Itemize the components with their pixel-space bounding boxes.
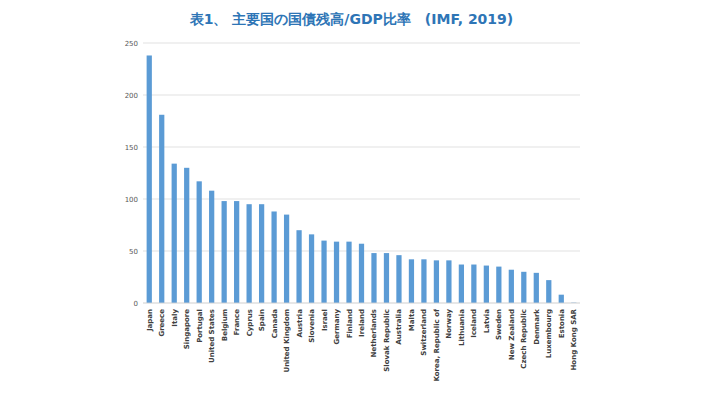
x-tick-label: Hong Kong SAR xyxy=(570,308,578,370)
bar xyxy=(346,242,351,303)
x-tick-label: Singapore xyxy=(183,309,191,349)
x-tick-label: Korea, Republic of xyxy=(433,308,441,381)
bar xyxy=(334,242,339,303)
grid-line xyxy=(143,147,580,148)
x-tick-label: Slovak Republic xyxy=(383,309,391,372)
x-tick-label: Switzerland xyxy=(420,309,428,356)
y-tick-label: 150 xyxy=(125,144,138,152)
y-tick-label: 50 xyxy=(129,248,138,256)
x-tick-label: Estonia xyxy=(558,309,566,338)
x-tick-label: United States xyxy=(208,309,216,363)
bar xyxy=(247,204,252,303)
x-tick-label: Malta xyxy=(408,309,416,331)
bar xyxy=(459,265,464,303)
x-tick-label: Lithuania xyxy=(458,309,466,346)
bar xyxy=(159,115,164,303)
x-tick-label: New Zealand xyxy=(508,309,516,360)
x-tick-label: Belgium xyxy=(221,309,229,341)
bar xyxy=(521,272,526,303)
x-tick-label: Austria xyxy=(296,309,304,338)
grid-line xyxy=(143,95,580,96)
bar xyxy=(534,273,539,303)
x-tick-label: Luxembourg xyxy=(545,309,553,358)
bar xyxy=(209,191,214,303)
bar xyxy=(197,181,202,303)
bar xyxy=(396,255,401,303)
bar xyxy=(172,164,177,303)
x-tick-label: Netherlands xyxy=(370,309,378,357)
x-tick-label: Australia xyxy=(395,309,403,345)
bar xyxy=(471,265,476,303)
x-tick-label: Latvia xyxy=(483,309,491,333)
x-tick-label: Israel xyxy=(321,309,329,331)
bar xyxy=(434,260,439,303)
bar xyxy=(484,266,489,303)
x-tick-label: Italy xyxy=(171,309,179,327)
bar xyxy=(296,230,301,303)
y-tick-label: 200 xyxy=(125,92,138,100)
x-tick-label: Cyprus xyxy=(246,309,254,336)
bar xyxy=(234,201,239,303)
title: 表1、 主要国の国債残高/GDP比率 (IMF, 2019) xyxy=(189,11,514,27)
bar xyxy=(371,253,376,303)
bar xyxy=(259,204,264,303)
bar xyxy=(147,55,152,303)
x-tick-label: Finland xyxy=(346,309,354,338)
x-tick-label: United Kingdom xyxy=(283,309,291,373)
bar xyxy=(496,267,501,303)
x-tick-label: Japan xyxy=(146,309,154,332)
x-tick-label: Slovenia xyxy=(308,309,316,343)
bar xyxy=(421,259,426,303)
x-tick-label: Ireland xyxy=(358,309,366,337)
grid-line xyxy=(143,303,580,304)
x-axis xyxy=(143,303,580,304)
x-tick-label: Spain xyxy=(258,309,266,331)
bar xyxy=(546,280,551,303)
bar xyxy=(309,234,314,303)
grid-line xyxy=(143,43,580,44)
x-tick-label: Czech Republic xyxy=(520,309,528,369)
bar xyxy=(271,211,276,303)
bar xyxy=(222,201,227,303)
bar xyxy=(184,168,189,303)
chart-container: 表1、 主要国の国債残高/GDP比率 (IMF, 2019) 0 50 100 150 2… xyxy=(0,0,709,399)
x-tick-label: Canada xyxy=(271,309,279,339)
bar xyxy=(384,253,389,303)
bar xyxy=(321,241,326,303)
bar xyxy=(284,215,289,303)
bar xyxy=(446,260,451,303)
y-tick-label: 0 xyxy=(134,300,138,308)
x-tick-label: Germany xyxy=(333,309,341,345)
y-tick-label: 250 xyxy=(125,40,138,48)
x-tick-label: Greece xyxy=(158,309,166,337)
x-tick-label: Iceland xyxy=(470,309,478,338)
chart: 表1、 主要国の国債残高/GDP比率 (IMF, 2019) 0 50 100 150 2… xyxy=(0,0,709,399)
x-tick-label: Denmark xyxy=(533,309,541,345)
bar xyxy=(359,244,364,303)
y-tick-label: 100 xyxy=(125,196,138,204)
bar xyxy=(559,295,564,303)
x-tick-label: France xyxy=(233,309,241,336)
bar xyxy=(409,259,414,303)
grid-line xyxy=(143,199,580,200)
bars xyxy=(147,55,577,303)
x-tick-label: Norway xyxy=(445,309,453,339)
x-tick-label: Sweden xyxy=(495,309,503,340)
x-tick-label: Portugal xyxy=(196,309,204,343)
bar xyxy=(509,270,514,303)
